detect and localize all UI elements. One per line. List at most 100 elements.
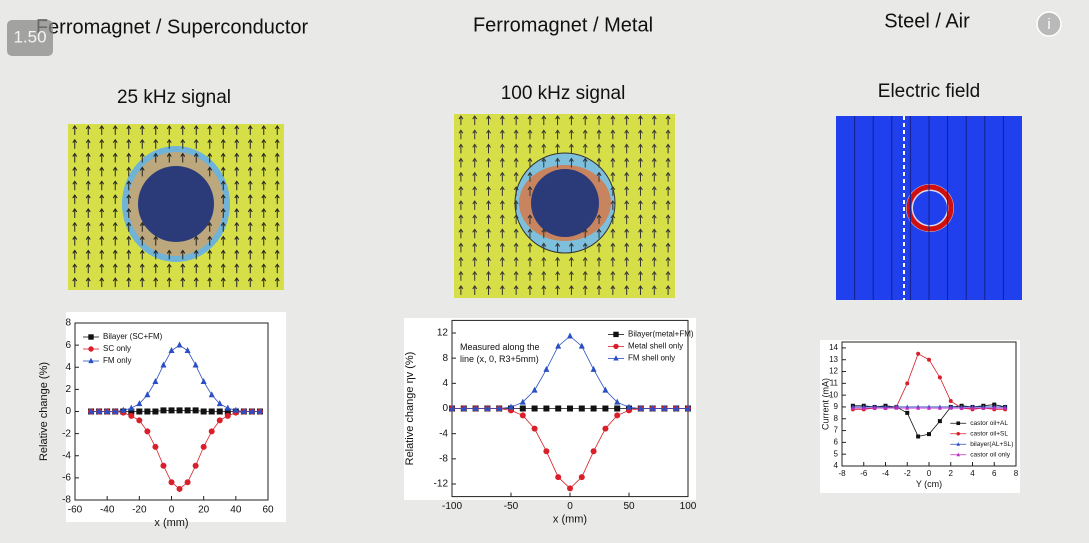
field-arrow-head: [220, 152, 226, 157]
field-arrow-head: [207, 125, 213, 130]
marker: [578, 342, 585, 349]
field-arrow-head: [220, 277, 226, 282]
field-arrow-head: [274, 125, 280, 130]
field-arrow-head: [513, 214, 519, 219]
annotation: Measured along the: [460, 342, 540, 352]
field-arrow-head: [499, 185, 505, 191]
field-arrow-head: [99, 125, 105, 130]
field-arrow-head: [139, 125, 145, 130]
marker: [128, 404, 135, 411]
field-arrow-head: [651, 242, 657, 247]
legend-label: bilayer(AL+SL): [970, 441, 1013, 448]
marker: [184, 407, 191, 414]
field-arrow-head: [651, 256, 657, 261]
field-arrow-head: [72, 221, 78, 227]
info-icon[interactable]: i: [1047, 16, 1050, 33]
field-arrow-head: [486, 270, 491, 276]
chart-panel: [820, 340, 1020, 493]
marker: [152, 408, 159, 415]
field-arrow-head: [112, 277, 118, 282]
y-tick-label: 4: [442, 378, 448, 389]
field-arrow-head: [651, 200, 657, 205]
field-arrow-head: [499, 115, 505, 120]
field-arrow-head: [582, 115, 588, 120]
field-arrow-head: [85, 180, 91, 185]
field-arrow-head: [541, 143, 547, 148]
legend-label: Bilayer (SC+FM): [103, 332, 163, 341]
field-arrow-head: [513, 270, 519, 276]
marker: [578, 474, 585, 481]
field-arrow-head: [99, 166, 105, 171]
marker: [208, 391, 215, 398]
field-arrow-head: [85, 152, 91, 157]
field-arrow-head: [180, 125, 186, 130]
x-axis-label: Y (cm): [916, 479, 942, 489]
marker: [112, 407, 119, 414]
field-arrow-head: [638, 129, 643, 134]
field-arrow-head: [139, 166, 145, 171]
x-tick-label: -50: [504, 501, 519, 512]
field-arrow-head: [624, 242, 630, 247]
field-arrow-head: [555, 270, 561, 276]
field-arrow-head: [638, 157, 643, 162]
field-arrow-head: [99, 138, 105, 144]
y-tick-label: 12: [437, 328, 449, 339]
field-arrow-head: [472, 143, 478, 148]
marker: [144, 428, 151, 435]
field-arrow-head: [624, 157, 630, 162]
legend-marker: [956, 442, 961, 446]
field-arrow-head: [193, 125, 199, 130]
y-tick-label: 0: [442, 403, 448, 414]
field-map-2: [454, 114, 675, 298]
field-arrow-head: [207, 152, 213, 157]
speed-label[interactable]: 1.50: [13, 27, 46, 46]
marker: [200, 378, 207, 385]
x-tick-label: -100: [442, 501, 462, 512]
field-arrow-head: [261, 235, 267, 240]
field-arrow-head: [665, 228, 671, 233]
marker: [144, 391, 151, 398]
field-arrow-head: [541, 270, 547, 276]
field-arrow-head: [112, 152, 118, 157]
y-tick-label: 12: [829, 367, 838, 376]
field-arrow-head: [72, 277, 78, 282]
info-button[interactable]: [1036, 11, 1062, 37]
marker: [184, 479, 191, 486]
field-arrow-head: [193, 263, 199, 268]
field-arrow-head: [555, 115, 561, 120]
marker: [508, 403, 514, 410]
field-arrow-head: [261, 125, 267, 130]
field-arrow-head: [638, 242, 643, 247]
marker: [602, 405, 609, 412]
speed-badge[interactable]: [7, 20, 53, 56]
field-arrow-head: [180, 263, 186, 268]
legend-marker: [613, 331, 619, 338]
x-tick-label: 0: [169, 505, 175, 516]
field-arrow-head: [99, 221, 105, 227]
field-arrow-head: [596, 242, 602, 247]
field-arrow-head: [112, 125, 118, 130]
marker: [590, 448, 597, 455]
field-arrow-head: [610, 256, 616, 261]
field-arrow-head: [638, 185, 643, 191]
marker: [152, 443, 159, 450]
field-arrow-head: [541, 129, 547, 134]
field-arrow-head: [274, 180, 280, 185]
field-arrow-head: [596, 228, 602, 233]
field-arrow-head: [112, 166, 118, 171]
field-arrow-head: [665, 157, 671, 162]
field-arrow-head: [85, 166, 91, 171]
marker: [200, 443, 207, 450]
field-arrow-head: [247, 277, 253, 282]
field-arrow-head: [610, 171, 616, 176]
field-arrow-head: [274, 221, 280, 227]
field-arrow-head: [527, 228, 533, 233]
field-map-3: [836, 116, 1022, 300]
field-arrow-head: [665, 171, 671, 176]
marker: [128, 408, 135, 415]
field-arrow-head: [72, 249, 78, 254]
marker: [192, 462, 199, 469]
field-arrow-head: [234, 235, 240, 240]
legend-marker: [613, 343, 619, 350]
field-arrow-head: [472, 285, 478, 290]
